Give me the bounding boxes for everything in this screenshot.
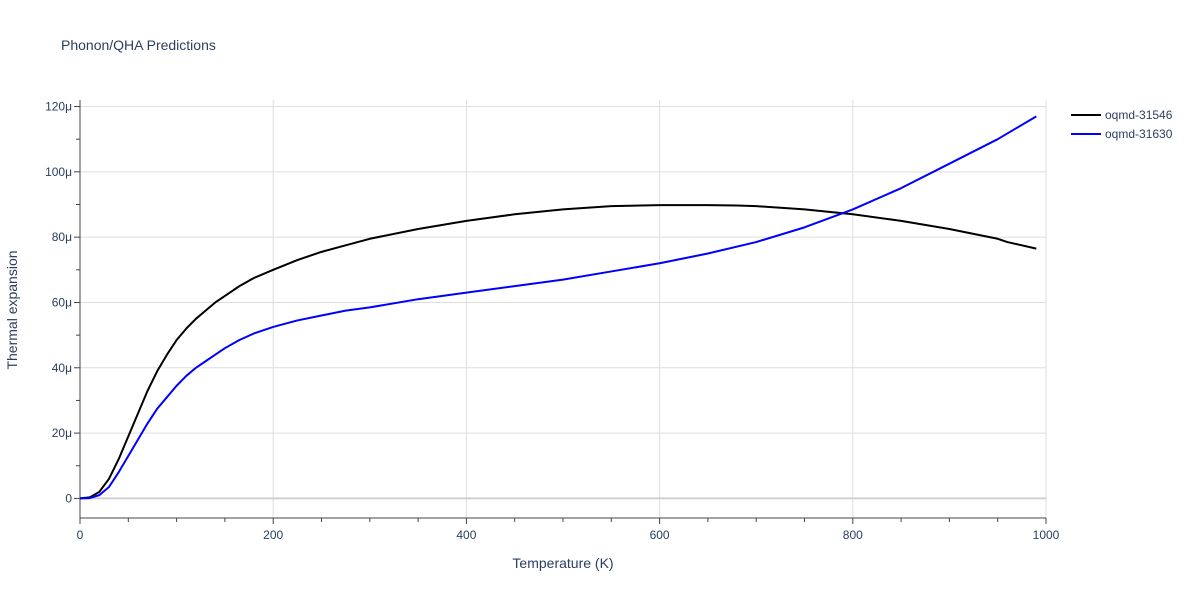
y-tick-label: 60μ xyxy=(52,295,72,309)
x-tick-label: 1000 xyxy=(1033,528,1060,542)
grid-layer xyxy=(80,100,1047,518)
y-axis-title: Thermal expansion xyxy=(4,250,20,369)
y-tick-label: 20μ xyxy=(52,426,72,440)
y-tick-label: 120μ xyxy=(45,100,72,114)
x-tick-label: 600 xyxy=(650,528,670,542)
axes-layer: 0 200 400 600 800 1000 0 20μ 40μ 60μ 80μ 100μ 120μ xyxy=(45,100,1060,542)
series-line-oqmd-31546 xyxy=(79,204,1037,500)
x-tick-label: 200 xyxy=(263,528,283,542)
y-tick-label: 80μ xyxy=(52,230,72,244)
y-tick-label: 40μ xyxy=(52,361,72,375)
y-tick-label: 100μ xyxy=(45,165,72,179)
chart-title: Phonon/QHA Predictions xyxy=(61,37,216,53)
x-tick-label: 0 xyxy=(77,528,84,542)
legend-item-oqmd-31546[interactable]: oqmd-31546 xyxy=(1071,108,1173,122)
legend-label: oqmd-31630 xyxy=(1105,127,1173,141)
x-tick-label: 400 xyxy=(456,528,476,542)
series-line-oqmd-31630 xyxy=(79,115,1037,500)
y-tick-label: 0 xyxy=(65,491,72,505)
x-axis-title: Temperature (K) xyxy=(512,555,613,571)
x-tick-label: 800 xyxy=(843,528,863,542)
legend-label: oqmd-31546 xyxy=(1105,108,1173,122)
legend[interactable]: oqmd-31546 oqmd-31630 xyxy=(1071,108,1173,141)
series-layer xyxy=(79,115,1037,500)
legend-item-oqmd-31630[interactable]: oqmd-31630 xyxy=(1071,127,1173,141)
